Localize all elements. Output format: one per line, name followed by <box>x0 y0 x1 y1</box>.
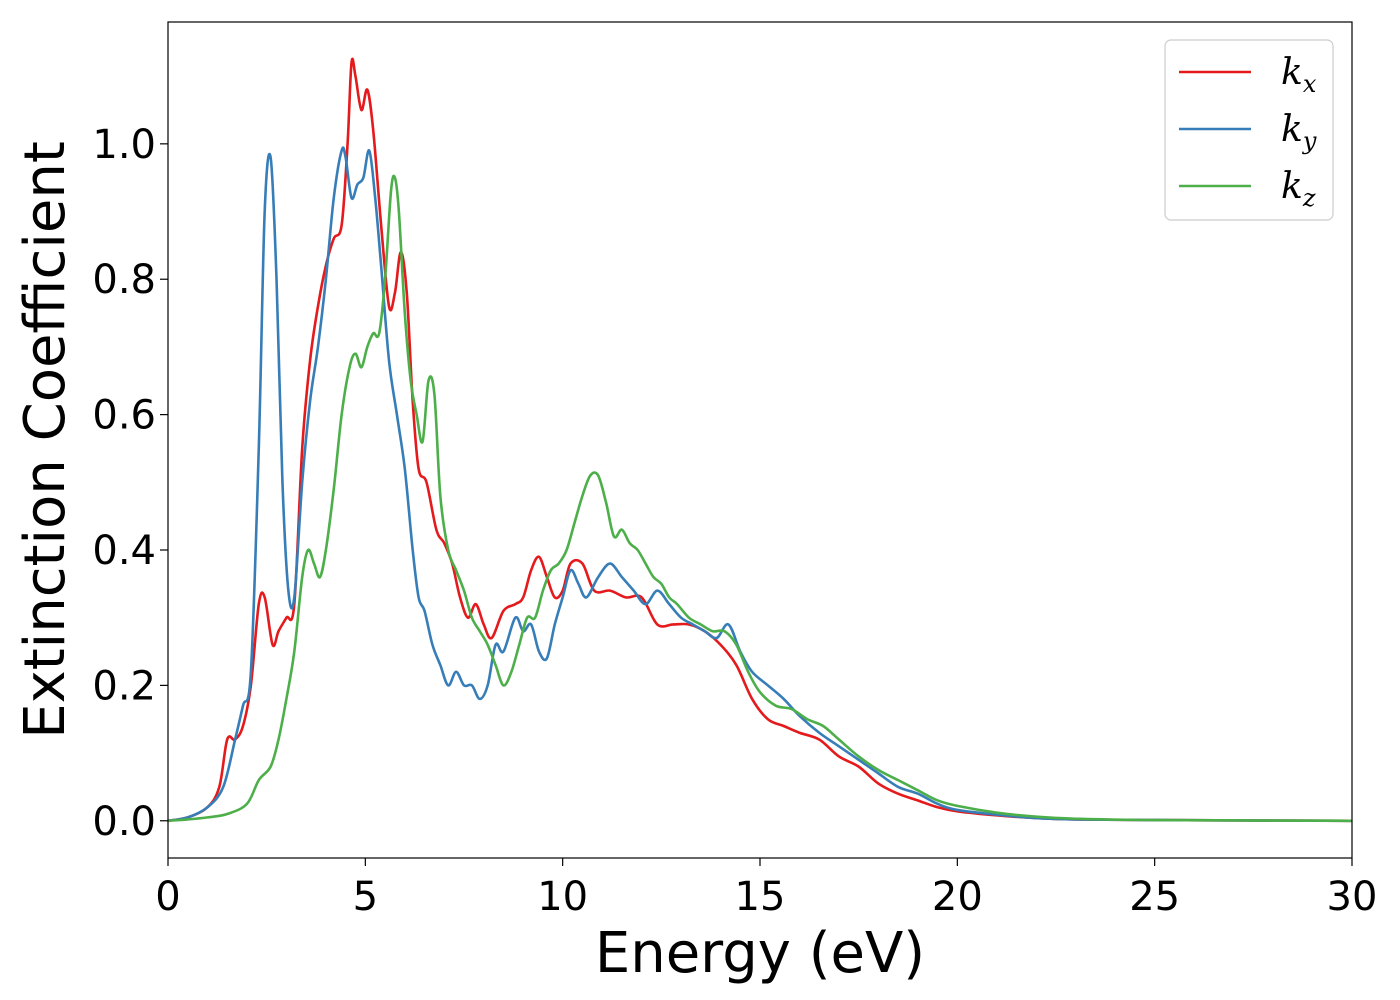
legend-label-x: kx <box>1281 52 1317 98</box>
x-tick-label: 0 <box>155 874 180 920</box>
y-tick-label: 1.0 <box>92 122 156 168</box>
y-tick-label: 0.8 <box>92 257 156 303</box>
x-tick-label: 20 <box>932 874 983 920</box>
y-tick-label: 0.4 <box>92 528 156 574</box>
y-tick-label: 0.2 <box>92 663 156 709</box>
y-tick-label: 0.0 <box>92 799 156 845</box>
y-axis-title: Extinction Coefficient <box>13 141 78 739</box>
x-tick-label: 5 <box>353 874 378 920</box>
x-tick-label: 30 <box>1327 874 1378 920</box>
x-tick-label: 10 <box>537 874 588 920</box>
legend-label-z: kz <box>1281 166 1316 212</box>
legend-label-y: ky <box>1281 109 1317 155</box>
series-layer <box>168 57 1352 823</box>
x-tick-label: 15 <box>735 874 786 920</box>
y-tick-label: 0.6 <box>92 393 156 439</box>
x-axis-title: Energy (eV) <box>595 921 925 986</box>
legend: kx ky kz <box>1164 39 1334 221</box>
series-line-z <box>168 174 1352 823</box>
y-axis: 0.0 0.2 0.4 0.6 0.8 1.0 <box>92 122 168 845</box>
x-axis: 0 5 10 15 20 25 30 <box>155 858 1377 920</box>
series-line-y <box>168 146 1352 823</box>
x-tick-label: 25 <box>1129 874 1180 920</box>
